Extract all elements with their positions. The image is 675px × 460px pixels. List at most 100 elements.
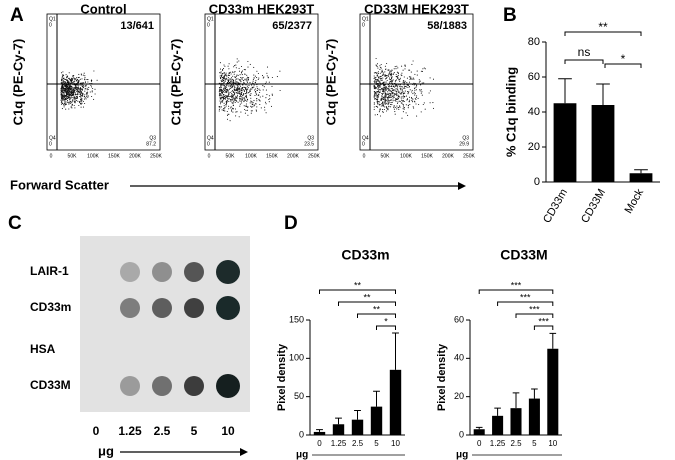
event-dot <box>249 88 252 90</box>
event-dot <box>233 95 235 97</box>
event-dot <box>69 95 71 97</box>
y-axis-label: C1q (PE-Cy-7) <box>10 39 25 126</box>
event-dot <box>391 101 393 103</box>
event-dot <box>385 96 387 98</box>
event-dot <box>399 92 401 95</box>
event-dot <box>223 93 225 96</box>
event-dot <box>388 87 390 89</box>
event-dot <box>409 99 411 101</box>
event-dot <box>386 99 388 101</box>
event-dot <box>222 90 224 92</box>
event-dot <box>85 98 87 100</box>
event-dot <box>62 79 64 81</box>
event-dot <box>250 112 252 114</box>
event-dot <box>233 91 235 93</box>
event-dot <box>72 74 74 77</box>
event-dot <box>233 71 235 73</box>
event-dot <box>412 98 414 100</box>
event-dot <box>77 100 79 102</box>
event-dot <box>376 114 379 116</box>
event-dot <box>239 103 241 105</box>
event-dot <box>244 78 246 80</box>
event-dot <box>77 87 79 89</box>
event-dot <box>230 73 232 75</box>
event-dot <box>228 73 230 75</box>
event-dot <box>265 81 267 83</box>
event-dot <box>259 96 261 98</box>
event-dot <box>374 92 376 94</box>
event-dot <box>221 80 224 82</box>
event-dot <box>78 92 80 94</box>
event-dot <box>84 96 86 98</box>
event-dot <box>381 99 383 101</box>
event-dot <box>244 73 246 75</box>
event-dot <box>69 80 71 82</box>
event-dot <box>377 101 380 103</box>
event-dot <box>384 75 386 77</box>
event-dot <box>242 80 245 82</box>
event-dot <box>378 76 380 78</box>
event-dot <box>80 90 82 92</box>
event-dot <box>76 77 78 79</box>
event-dot <box>244 69 246 71</box>
bar <box>389 369 402 435</box>
event-dot <box>80 73 82 75</box>
event-dot <box>408 96 411 98</box>
event-dot <box>232 107 234 110</box>
event-dot <box>397 101 399 103</box>
event-dot <box>228 63 230 65</box>
event-dot <box>379 115 382 117</box>
event-dot <box>279 70 281 72</box>
event-dot <box>220 88 222 90</box>
event-dot <box>219 100 221 102</box>
event-dot <box>385 106 387 108</box>
event-dot <box>391 76 393 78</box>
event-dot <box>402 69 404 71</box>
event-dot <box>62 89 64 91</box>
event-dot <box>377 84 379 86</box>
event-dot <box>246 97 248 99</box>
event-dot <box>395 73 397 76</box>
event-dot <box>72 99 74 101</box>
x-tick-label: 0 <box>50 153 53 159</box>
event-dot <box>84 77 86 79</box>
event-dot <box>403 76 405 78</box>
x-tick-label: 150K <box>108 153 120 159</box>
event-dot <box>219 62 221 64</box>
x-tick-label: 100K <box>245 153 257 159</box>
event-dot <box>385 95 387 97</box>
event-dot <box>375 82 377 84</box>
event-dot <box>419 80 421 82</box>
event-dot <box>82 100 84 102</box>
event-dot <box>78 76 80 78</box>
bar <box>313 431 326 435</box>
event-dot <box>397 95 400 97</box>
event-dot <box>396 93 398 95</box>
event-dot <box>397 67 399 69</box>
event-dot <box>381 74 384 76</box>
event-dot <box>384 92 386 94</box>
event-dot <box>63 85 65 87</box>
x-axis-label: μg <box>296 450 308 460</box>
event-dot <box>382 73 384 75</box>
event-dot <box>390 106 392 108</box>
event-dot <box>388 89 390 91</box>
event-dot <box>416 95 418 97</box>
event-dot <box>87 81 89 83</box>
event-dot <box>224 87 226 89</box>
event-dot <box>399 96 401 98</box>
event-dot <box>71 90 73 92</box>
significance-label: *** <box>529 304 540 314</box>
event-dot <box>219 88 221 90</box>
event-dot <box>243 93 245 95</box>
event-dot <box>391 87 393 89</box>
event-dot <box>235 115 237 117</box>
event-dot <box>72 100 74 102</box>
event-dot <box>265 103 267 105</box>
event-dot <box>221 74 223 76</box>
event-dot <box>386 62 388 65</box>
event-dot <box>64 97 66 99</box>
x-tick-label: 0 <box>317 439 322 448</box>
event-dot <box>219 89 221 91</box>
event-dot <box>241 96 243 98</box>
